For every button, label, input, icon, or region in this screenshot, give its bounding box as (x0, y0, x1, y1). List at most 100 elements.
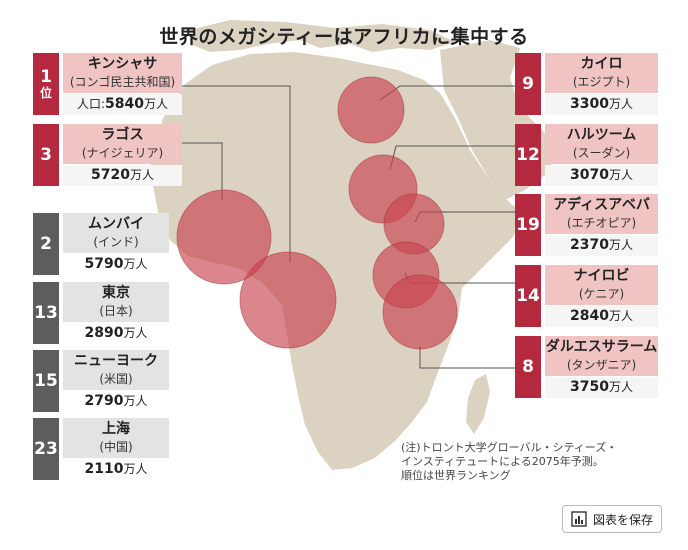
city-name: 東京 (102, 285, 130, 301)
other-city-card-3: 23 上海 (中国) 2110万人 (33, 418, 169, 480)
city-name: ムンバイ (88, 216, 144, 232)
population-value: 3300 (570, 96, 609, 112)
rank-number: 9 (522, 74, 534, 94)
city-name: ナイロビ (573, 268, 630, 284)
population-value: 5840 (105, 96, 144, 112)
population: 人口:5840万人 (63, 94, 182, 115)
africa-city-card-4: 19 アディスアベバ (エチオピア) 2370万人 (515, 194, 658, 256)
africa-city-card-2: 9 カイロ (エジプト) 3300万人 (515, 53, 658, 115)
population: 3750万人 (545, 377, 658, 398)
population: 3300万人 (545, 94, 658, 115)
population-value: 5720 (91, 167, 130, 183)
rank-badge: 13 (33, 282, 59, 344)
country-name: (ナイジェリア) (81, 146, 164, 160)
population-unit: 万人 (123, 394, 148, 408)
population-unit: 万人 (144, 97, 169, 111)
city-label: ラゴス (ナイジェリア) (63, 124, 182, 164)
population-unit: 万人 (608, 168, 633, 182)
population: 5720万人 (63, 165, 182, 186)
city-label: 東京 (日本) (63, 282, 169, 322)
city-name: ラゴス (101, 127, 144, 143)
footnote-line-3: 順位は世界ランキング (401, 469, 511, 482)
city-label: 上海 (中国) (63, 418, 169, 458)
country-name: (中国) (99, 440, 133, 454)
footnote-line-1: (注)トロント大学グローバル・シティーズ・ (401, 441, 618, 454)
city-label: ダルエスサラーム (タンザニア) (545, 336, 658, 376)
rank-number: 13 (34, 303, 58, 323)
city-label: ムンバイ (インド) (63, 213, 169, 253)
rank-number: 19 (516, 215, 540, 235)
city-circle-kinshasa (239, 251, 337, 349)
country-name: (ケニア) (578, 287, 625, 301)
rank-badge: 15 (33, 350, 59, 412)
chart-title: 世界のメガシティーはアフリカに集中する (159, 26, 529, 48)
africa-city-card-5: 14 ナイロビ (ケニア) 2840万人 (515, 265, 658, 327)
africa-city-card-3: 12 ハルツーム (スーダン) 3070万人 (515, 124, 658, 186)
city-circle-cairo (337, 76, 405, 144)
population-value: 3070 (570, 167, 609, 183)
country-name: (エジプト) (572, 75, 631, 89)
city-label: ハルツーム (スーダン) (545, 124, 658, 164)
city-name: キンシャサ (87, 56, 158, 72)
country-name: (タンザニア) (566, 358, 637, 372)
rank-badge: 9 (515, 53, 541, 115)
rank-number: 15 (34, 371, 58, 391)
rank-badge: 3 (33, 124, 59, 186)
city-name: ニューヨーク (74, 353, 158, 369)
save-chart-button[interactable]: 図表を保存 (562, 505, 662, 533)
city-name: 上海 (102, 421, 130, 437)
population-unit: 万人 (608, 380, 633, 394)
rank-number: 2 (40, 234, 52, 254)
rank-number: 14 (516, 286, 540, 306)
country-name: (米国) (99, 372, 133, 386)
save-chart-label: 図表を保存 (592, 512, 653, 527)
population-unit: 万人 (123, 326, 148, 340)
population-prefix: 人口: (76, 97, 106, 111)
other-city-card-1: 13 東京 (日本) 2890万人 (33, 282, 169, 344)
rank-suffix: 位 (39, 86, 52, 100)
rank-number: 3 (40, 145, 52, 165)
city-circles (176, 76, 458, 350)
population: 5790万人 (63, 254, 169, 275)
africa-city-card-0: 1 位 キンシャサ (コンゴ民主共和国) 人口:5840万人 (33, 53, 182, 115)
population-unit: 万人 (608, 309, 633, 323)
population-value: 3750 (570, 379, 609, 395)
city-label: カイロ (エジプト) (545, 53, 658, 93)
population: 2840万人 (545, 306, 658, 327)
population: 2370万人 (545, 235, 658, 256)
population: 2110万人 (63, 459, 169, 480)
rank-number: 1 (40, 67, 52, 87)
country-name: (スーダン) (572, 146, 631, 160)
rank-badge: 12 (515, 124, 541, 186)
city-label: アディスアベバ (エチオピア) (545, 194, 658, 234)
africa-landmass (150, 52, 528, 470)
city-name: カイロ (580, 56, 623, 72)
population-value: 2370 (570, 237, 609, 253)
population-unit: 万人 (129, 168, 154, 182)
population: 2890万人 (63, 323, 169, 344)
population-value: 2790 (84, 393, 124, 409)
population-unit: 万人 (123, 257, 148, 271)
rank-badge: 23 (33, 418, 59, 480)
rank-number: 12 (516, 145, 540, 165)
rank-badge: 19 (515, 194, 541, 256)
rank-badge: 8 (515, 336, 541, 398)
city-label: ナイロビ (ケニア) (545, 265, 658, 305)
population-value: 5790 (84, 256, 124, 272)
city-name: ハルツーム (566, 127, 637, 143)
europe-landmass (190, 20, 455, 52)
country-name: (インド) (93, 235, 139, 249)
rank-number: 8 (522, 357, 534, 377)
population-unit: 万人 (123, 462, 148, 476)
city-name: アディスアベバ (553, 197, 650, 213)
population-unit: 万人 (608, 97, 633, 111)
city-label: ニューヨーク (米国) (63, 350, 169, 390)
city-circle-dar (382, 274, 458, 350)
population-unit: 万人 (608, 238, 633, 252)
country-name: (エチオピア) (566, 216, 637, 230)
country-name: (コンゴ民主共和国) (69, 75, 176, 89)
chart-icon (571, 511, 587, 527)
rank-number: 23 (34, 439, 58, 459)
country-name: (日本) (99, 304, 133, 318)
